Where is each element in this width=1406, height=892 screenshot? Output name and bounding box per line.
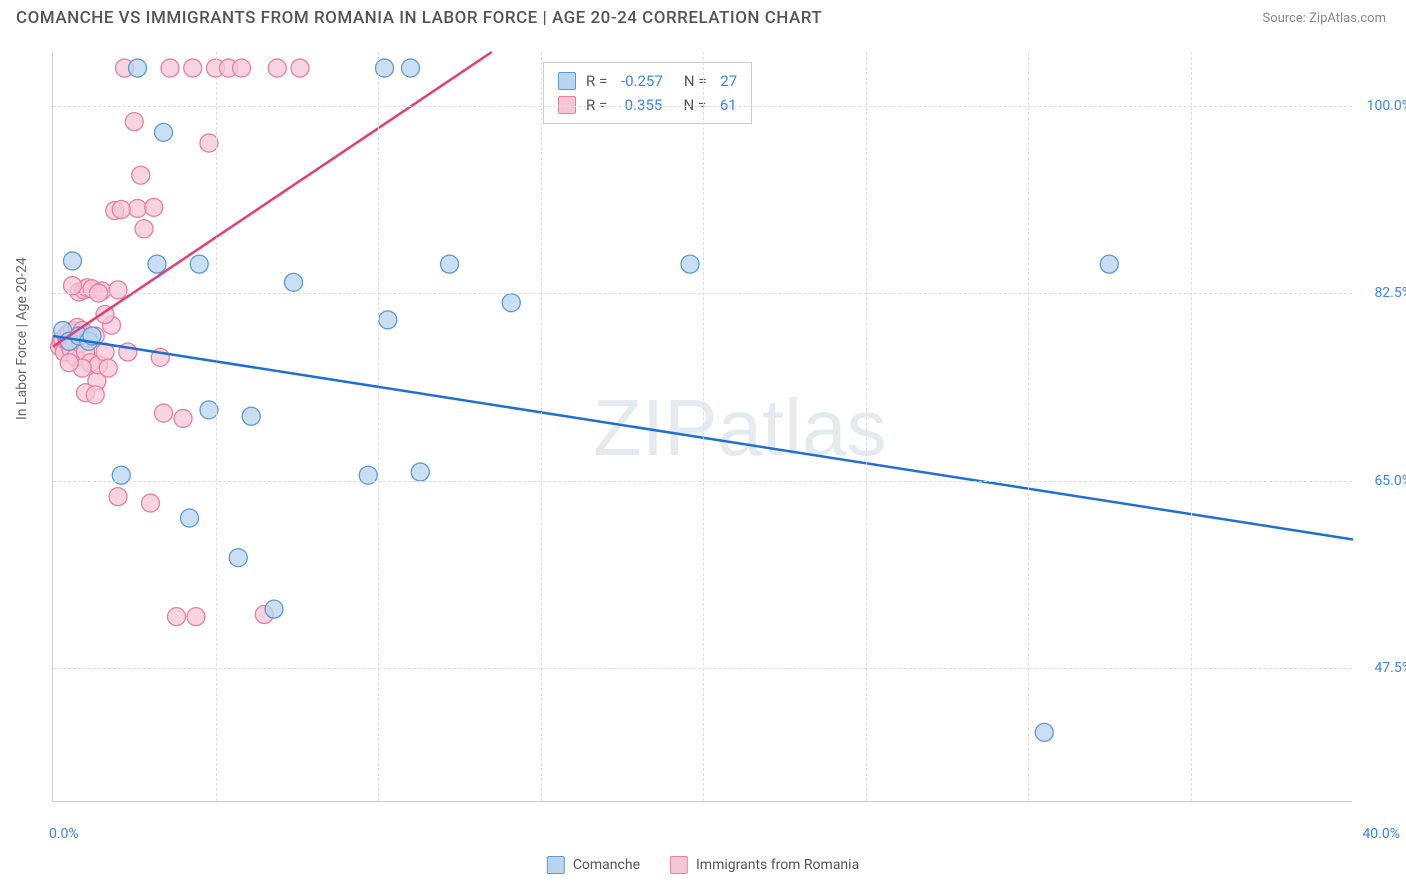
data-point: [135, 220, 153, 238]
chart-plot-area: ZIPatlas R = -0.257 N = 27 R = 0.355 N =…: [52, 52, 1352, 802]
stats-n-comanche: 27: [720, 69, 737, 93]
correlation-stats-box: R = -0.257 N = 27 R = 0.355 N = 61: [543, 62, 752, 124]
x-tick-label: 40.0%: [1362, 826, 1400, 842]
data-point: [168, 608, 186, 626]
stats-swatch-comanche: [558, 72, 576, 90]
y-tick-label: 82.5%: [1357, 285, 1406, 301]
data-point: [86, 386, 104, 404]
gridline-vertical: [703, 52, 704, 801]
data-point: [187, 608, 205, 626]
data-point: [129, 199, 147, 217]
gridline-vertical: [866, 52, 867, 801]
legend-swatch-romania: [670, 856, 688, 874]
chart-title: COMANCHE VS IMMIGRANTS FROM ROMANIA IN L…: [16, 8, 822, 28]
data-point: [155, 404, 173, 422]
data-point: [99, 359, 117, 377]
data-point: [132, 166, 150, 184]
data-point: [681, 255, 699, 273]
data-point: [1035, 723, 1053, 741]
stats-row-comanche: R = -0.257 N = 27: [558, 69, 737, 93]
data-point: [145, 198, 163, 216]
data-point: [265, 600, 283, 618]
data-point: [229, 549, 247, 567]
y-axis-label: In Labor Force | Age 20-24: [14, 257, 30, 420]
data-point: [379, 311, 397, 329]
data-point: [402, 59, 420, 77]
x-tick-label: 0.0%: [49, 826, 79, 842]
y-tick-label: 47.5%: [1357, 660, 1406, 676]
data-point: [190, 255, 208, 273]
stats-r-label: R =: [586, 69, 611, 93]
data-point: [181, 509, 199, 527]
data-point: [441, 255, 459, 273]
gridline-vertical: [216, 52, 217, 801]
data-point: [291, 59, 309, 77]
data-point: [64, 277, 82, 295]
data-point: [502, 294, 520, 312]
data-point: [109, 281, 127, 299]
data-point: [125, 113, 143, 131]
y-tick-label: 65.0%: [1357, 473, 1406, 489]
data-point: [60, 354, 78, 372]
legend-swatch-comanche: [547, 856, 565, 874]
legend-item-comanche: Comanche: [547, 856, 640, 874]
chart-header: COMANCHE VS IMMIGRANTS FROM ROMANIA IN L…: [0, 0, 1406, 32]
y-tick-label: 100.0%: [1357, 98, 1406, 114]
data-point: [64, 252, 82, 270]
data-point: [155, 123, 173, 141]
gridline-vertical: [541, 52, 542, 801]
legend-bottom: Comanche Immigrants from Romania: [547, 856, 859, 874]
data-point: [161, 59, 179, 77]
data-point: [109, 488, 127, 506]
gridline-vertical: [1028, 52, 1029, 801]
data-point: [285, 273, 303, 291]
legend-label-comanche: Comanche: [573, 857, 640, 873]
data-point: [242, 407, 260, 425]
legend-label-romania: Immigrants from Romania: [696, 857, 859, 873]
chart-source: Source: ZipAtlas.com: [1262, 11, 1386, 26]
data-point: [184, 59, 202, 77]
data-point: [268, 59, 286, 77]
data-point: [142, 494, 160, 512]
data-point: [233, 59, 251, 77]
gridline-vertical: [378, 52, 379, 801]
data-point: [112, 201, 130, 219]
data-point: [129, 59, 147, 77]
data-point: [411, 463, 429, 481]
trend-line: [53, 52, 492, 347]
legend-item-romania: Immigrants from Romania: [670, 856, 859, 874]
stats-r-comanche: -0.257: [621, 69, 663, 93]
gridline-vertical: [1191, 52, 1192, 801]
data-point: [1100, 255, 1118, 273]
stats-n-label: N =: [673, 69, 711, 93]
data-point: [148, 255, 166, 273]
data-point: [174, 409, 192, 427]
